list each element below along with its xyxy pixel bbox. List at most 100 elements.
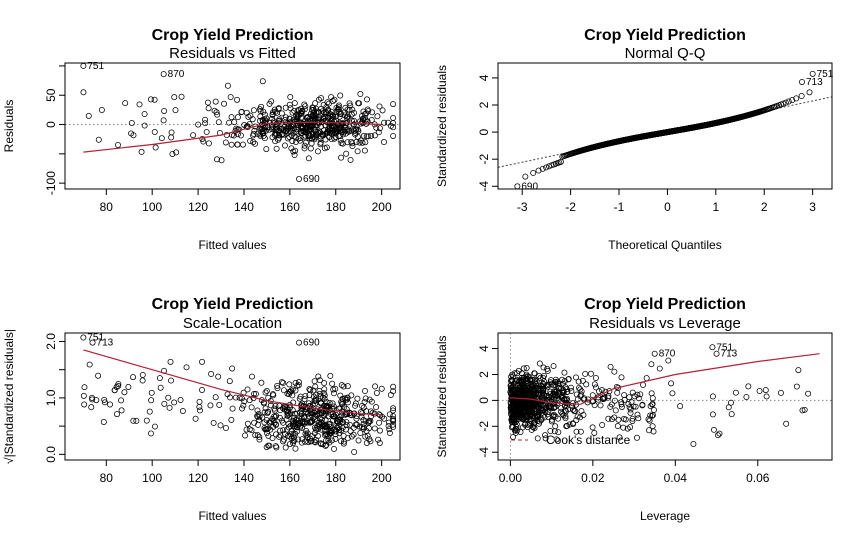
data-point [359,402,365,409]
data-point [282,104,289,111]
data-point [297,409,304,416]
y-tick-label: -100 [44,171,58,195]
y-tick-label: 0 [477,128,491,135]
data-point [246,397,253,404]
data-point [231,119,238,126]
data-point [270,109,276,116]
data-point [353,415,360,422]
data-point [205,140,212,147]
data-point [321,109,328,116]
data-point [251,419,258,426]
data-point [331,445,337,452]
data-point [709,411,716,418]
data-point [294,111,301,118]
data-point [783,420,790,427]
data-point [249,116,256,123]
data-point [294,382,301,389]
data-point [348,138,355,145]
data-point [287,423,294,430]
data-point [296,176,303,183]
data-point [542,435,549,442]
data-point [539,389,546,396]
data-point [387,392,394,398]
data-point [190,132,197,139]
data-point [618,401,625,408]
data-point [210,419,217,426]
data-point [311,438,318,445]
data-point [360,404,367,411]
data-point [148,397,155,404]
data-point [361,399,368,406]
y-tick-label: -4 [477,181,491,192]
data-point [385,119,391,126]
data-point [328,430,335,436]
smoother-line [83,349,382,416]
data-point [557,158,564,165]
data-point [558,405,565,412]
data-point [302,438,309,445]
data-point [309,135,316,142]
data-point [251,390,257,397]
data-point [573,391,580,398]
data-point [562,408,569,415]
data-point [307,438,314,445]
data-point [564,388,571,395]
data-point [647,403,654,410]
data-point [526,383,533,390]
data-point [669,390,676,397]
data-point [319,108,326,115]
data-point [139,371,146,378]
data-point [322,136,329,143]
data-point [266,100,273,107]
data-point [634,434,640,441]
data-point [518,408,525,415]
data-point [390,101,397,108]
data-point [274,382,281,389]
data-point [234,141,241,148]
data-point [260,125,267,132]
data-point [515,367,522,374]
x-tick-label: 120 [188,200,208,214]
data-point [311,397,318,404]
data-point [605,394,612,401]
data-point [357,430,364,436]
data-point [269,415,276,422]
data-point [343,150,350,157]
data-point [244,420,251,427]
data-point [341,438,348,445]
x-tick-label: 3 [809,200,816,214]
data-point [386,430,393,437]
data-point [536,373,543,380]
data-point [326,428,333,434]
data-point [293,118,300,124]
data-point [133,417,140,424]
data-point [709,393,716,400]
data-point [330,403,337,410]
data-point [228,416,235,423]
x-tick-label: 1 [712,200,719,214]
data-point [359,113,365,119]
data-point [591,381,598,388]
data-point [277,427,284,434]
data-point [534,418,541,424]
data-point [508,387,515,394]
data-point [714,432,721,439]
data-point [107,401,114,408]
data-point [306,413,313,420]
data-point [313,128,320,135]
data-point [280,436,287,443]
data-point [519,379,526,386]
data-point [267,426,274,433]
data-point [280,419,287,426]
data-point [136,101,143,108]
data-point [289,392,296,399]
data-point [282,114,289,121]
data-point [555,429,562,436]
data-point [628,399,635,406]
data-point [212,98,219,105]
data-point [307,387,314,394]
data-point [635,415,642,422]
data-point [95,136,102,143]
x-tick-label: 140 [234,200,254,214]
smoother-line [510,353,820,405]
